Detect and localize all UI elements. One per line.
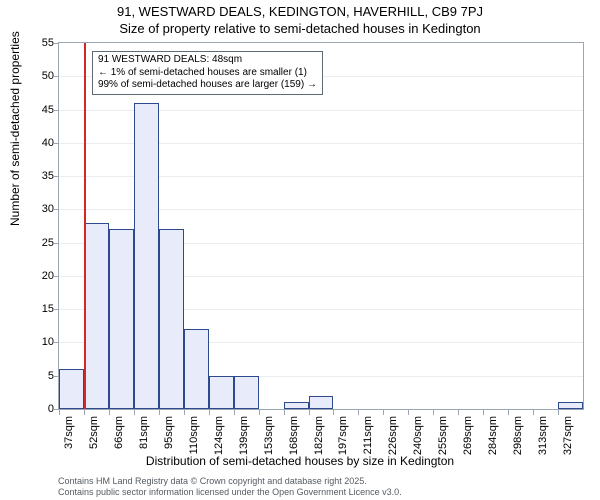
xtick-label: 124sqm xyxy=(213,416,225,455)
ytick-mark xyxy=(53,309,58,310)
xtick-mark xyxy=(259,410,260,415)
xtick-label: 313sqm xyxy=(537,416,549,455)
xtick-mark xyxy=(284,410,285,415)
ytick-label: 50 xyxy=(30,70,54,82)
xtick-label: 269sqm xyxy=(462,416,474,455)
annotation-line-1: 91 WESTWARD DEALS: 48sqm xyxy=(98,54,317,67)
ytick-mark xyxy=(53,209,58,210)
ytick-mark xyxy=(53,409,58,410)
ytick-label: 40 xyxy=(30,137,54,149)
xtick-mark xyxy=(84,410,85,415)
xtick-mark xyxy=(234,410,235,415)
ytick-mark xyxy=(53,276,58,277)
reference-line xyxy=(84,43,86,409)
histogram-bar xyxy=(159,229,184,409)
xtick-mark xyxy=(134,410,135,415)
xtick-mark xyxy=(458,410,459,415)
ytick-label: 5 xyxy=(30,370,54,382)
xtick-label: 168sqm xyxy=(288,416,300,455)
plot-area: 91 WESTWARD DEALS: 48sqm ← 1% of semi-de… xyxy=(58,42,584,410)
xtick-label: 284sqm xyxy=(487,416,499,455)
xtick-mark xyxy=(408,410,409,415)
xtick-label: 37sqm xyxy=(63,416,75,449)
xtick-label: 95sqm xyxy=(163,416,175,449)
xtick-label: 327sqm xyxy=(562,416,574,455)
footer-line-2: Contains public sector information licen… xyxy=(58,487,402,498)
histogram-bar xyxy=(209,376,234,409)
histogram-bar xyxy=(59,369,84,409)
ytick-label: 45 xyxy=(30,104,54,116)
xtick-label: 139sqm xyxy=(238,416,250,455)
histogram-bar xyxy=(84,223,109,409)
xtick-label: 226sqm xyxy=(387,416,399,455)
ytick-label: 20 xyxy=(30,270,54,282)
ytick-mark xyxy=(53,43,58,44)
xtick-label: 197sqm xyxy=(337,416,349,455)
chart-title-1: 91, WESTWARD DEALS, KEDINGTON, HAVERHILL… xyxy=(0,4,600,19)
footer-line-1: Contains HM Land Registry data © Crown c… xyxy=(58,476,402,487)
chart-title-2: Size of property relative to semi-detach… xyxy=(0,21,600,36)
xtick-mark xyxy=(184,410,185,415)
ytick-mark xyxy=(53,243,58,244)
ytick-label: 25 xyxy=(30,237,54,249)
ytick-mark xyxy=(53,342,58,343)
histogram-bar xyxy=(184,329,209,409)
xtick-mark xyxy=(209,410,210,415)
histogram-bar xyxy=(558,402,583,409)
annotation-line-3: 99% of semi-detached houses are larger (… xyxy=(98,79,317,92)
histogram-bar xyxy=(309,396,334,409)
xtick-label: 66sqm xyxy=(113,416,125,449)
ytick-mark xyxy=(53,110,58,111)
xtick-mark xyxy=(59,410,60,415)
xtick-mark xyxy=(309,410,310,415)
x-axis-label: Distribution of semi-detached houses by … xyxy=(0,454,600,468)
ytick-label: 15 xyxy=(30,303,54,315)
xtick-label: 255sqm xyxy=(437,416,449,455)
xtick-label: 298sqm xyxy=(512,416,524,455)
footer-credits: Contains HM Land Registry data © Crown c… xyxy=(58,476,402,499)
histogram-bar xyxy=(234,376,259,409)
xtick-label: 211sqm xyxy=(362,416,374,454)
histogram-bar xyxy=(284,402,309,409)
xtick-label: 240sqm xyxy=(412,416,424,455)
ytick-mark xyxy=(53,76,58,77)
ytick-mark xyxy=(53,176,58,177)
xtick-label: 153sqm xyxy=(263,416,275,455)
xtick-mark xyxy=(159,410,160,415)
xtick-mark xyxy=(483,410,484,415)
ytick-label: 0 xyxy=(30,403,54,415)
xtick-mark xyxy=(558,410,559,415)
ytick-mark xyxy=(53,143,58,144)
xtick-mark xyxy=(358,410,359,415)
annotation-box: 91 WESTWARD DEALS: 48sqm ← 1% of semi-de… xyxy=(92,51,323,95)
annotation-line-2: ← 1% of semi-detached houses are smaller… xyxy=(98,67,317,80)
xtick-label: 52sqm xyxy=(88,416,100,449)
xtick-mark xyxy=(383,410,384,415)
y-axis-label: Number of semi-detached properties xyxy=(8,31,22,226)
histogram-bar xyxy=(109,229,134,409)
ytick-mark xyxy=(53,376,58,377)
xtick-mark xyxy=(533,410,534,415)
histogram-bar xyxy=(134,103,159,409)
ytick-label: 55 xyxy=(30,37,54,49)
xtick-mark xyxy=(433,410,434,415)
ytick-label: 10 xyxy=(30,336,54,348)
ytick-label: 35 xyxy=(30,170,54,182)
xtick-label: 110sqm xyxy=(188,416,200,454)
xtick-mark xyxy=(333,410,334,415)
ytick-label: 30 xyxy=(30,203,54,215)
xtick-label: 182sqm xyxy=(313,416,325,455)
xtick-label: 81sqm xyxy=(138,416,150,449)
xtick-mark xyxy=(109,410,110,415)
xtick-mark xyxy=(508,410,509,415)
